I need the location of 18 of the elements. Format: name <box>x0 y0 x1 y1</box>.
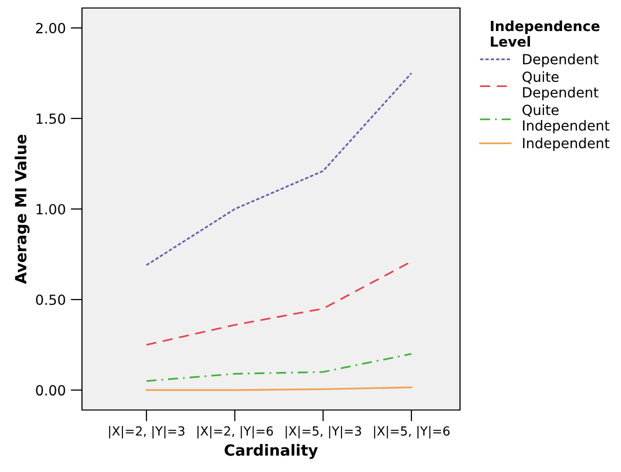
y-axis-title: Average MI Value <box>14 134 30 284</box>
y-tick-label: 1.00 <box>36 204 66 214</box>
line-series <box>146 72 412 266</box>
x-tick-label: |X|=5, |Y|=6 <box>374 426 450 438</box>
legend-label: Quite Independent <box>522 104 610 134</box>
line-series <box>146 353 412 382</box>
y-tick-label: 0.00 <box>36 385 66 396</box>
legend-label: Independent <box>523 138 610 152</box>
x-axis-title: Cardinality <box>224 444 318 459</box>
y-tick-label: 2.00 <box>36 22 66 34</box>
x-tick-label: |X|=5, |Y|=3 <box>286 426 362 438</box>
x-tick-label: |X|=2, |Y|=6 <box>197 426 273 438</box>
y-tick-label: 1.50 <box>36 113 66 124</box>
y-tick-label: 0.50 <box>36 294 66 306</box>
legend-title: Independence Level <box>490 20 600 47</box>
x-tick-label: |X|=2, |Y|=3 <box>109 426 184 438</box>
legend-label: Quite Dependent <box>522 71 598 100</box>
legend-label: Dependent <box>523 54 598 68</box>
